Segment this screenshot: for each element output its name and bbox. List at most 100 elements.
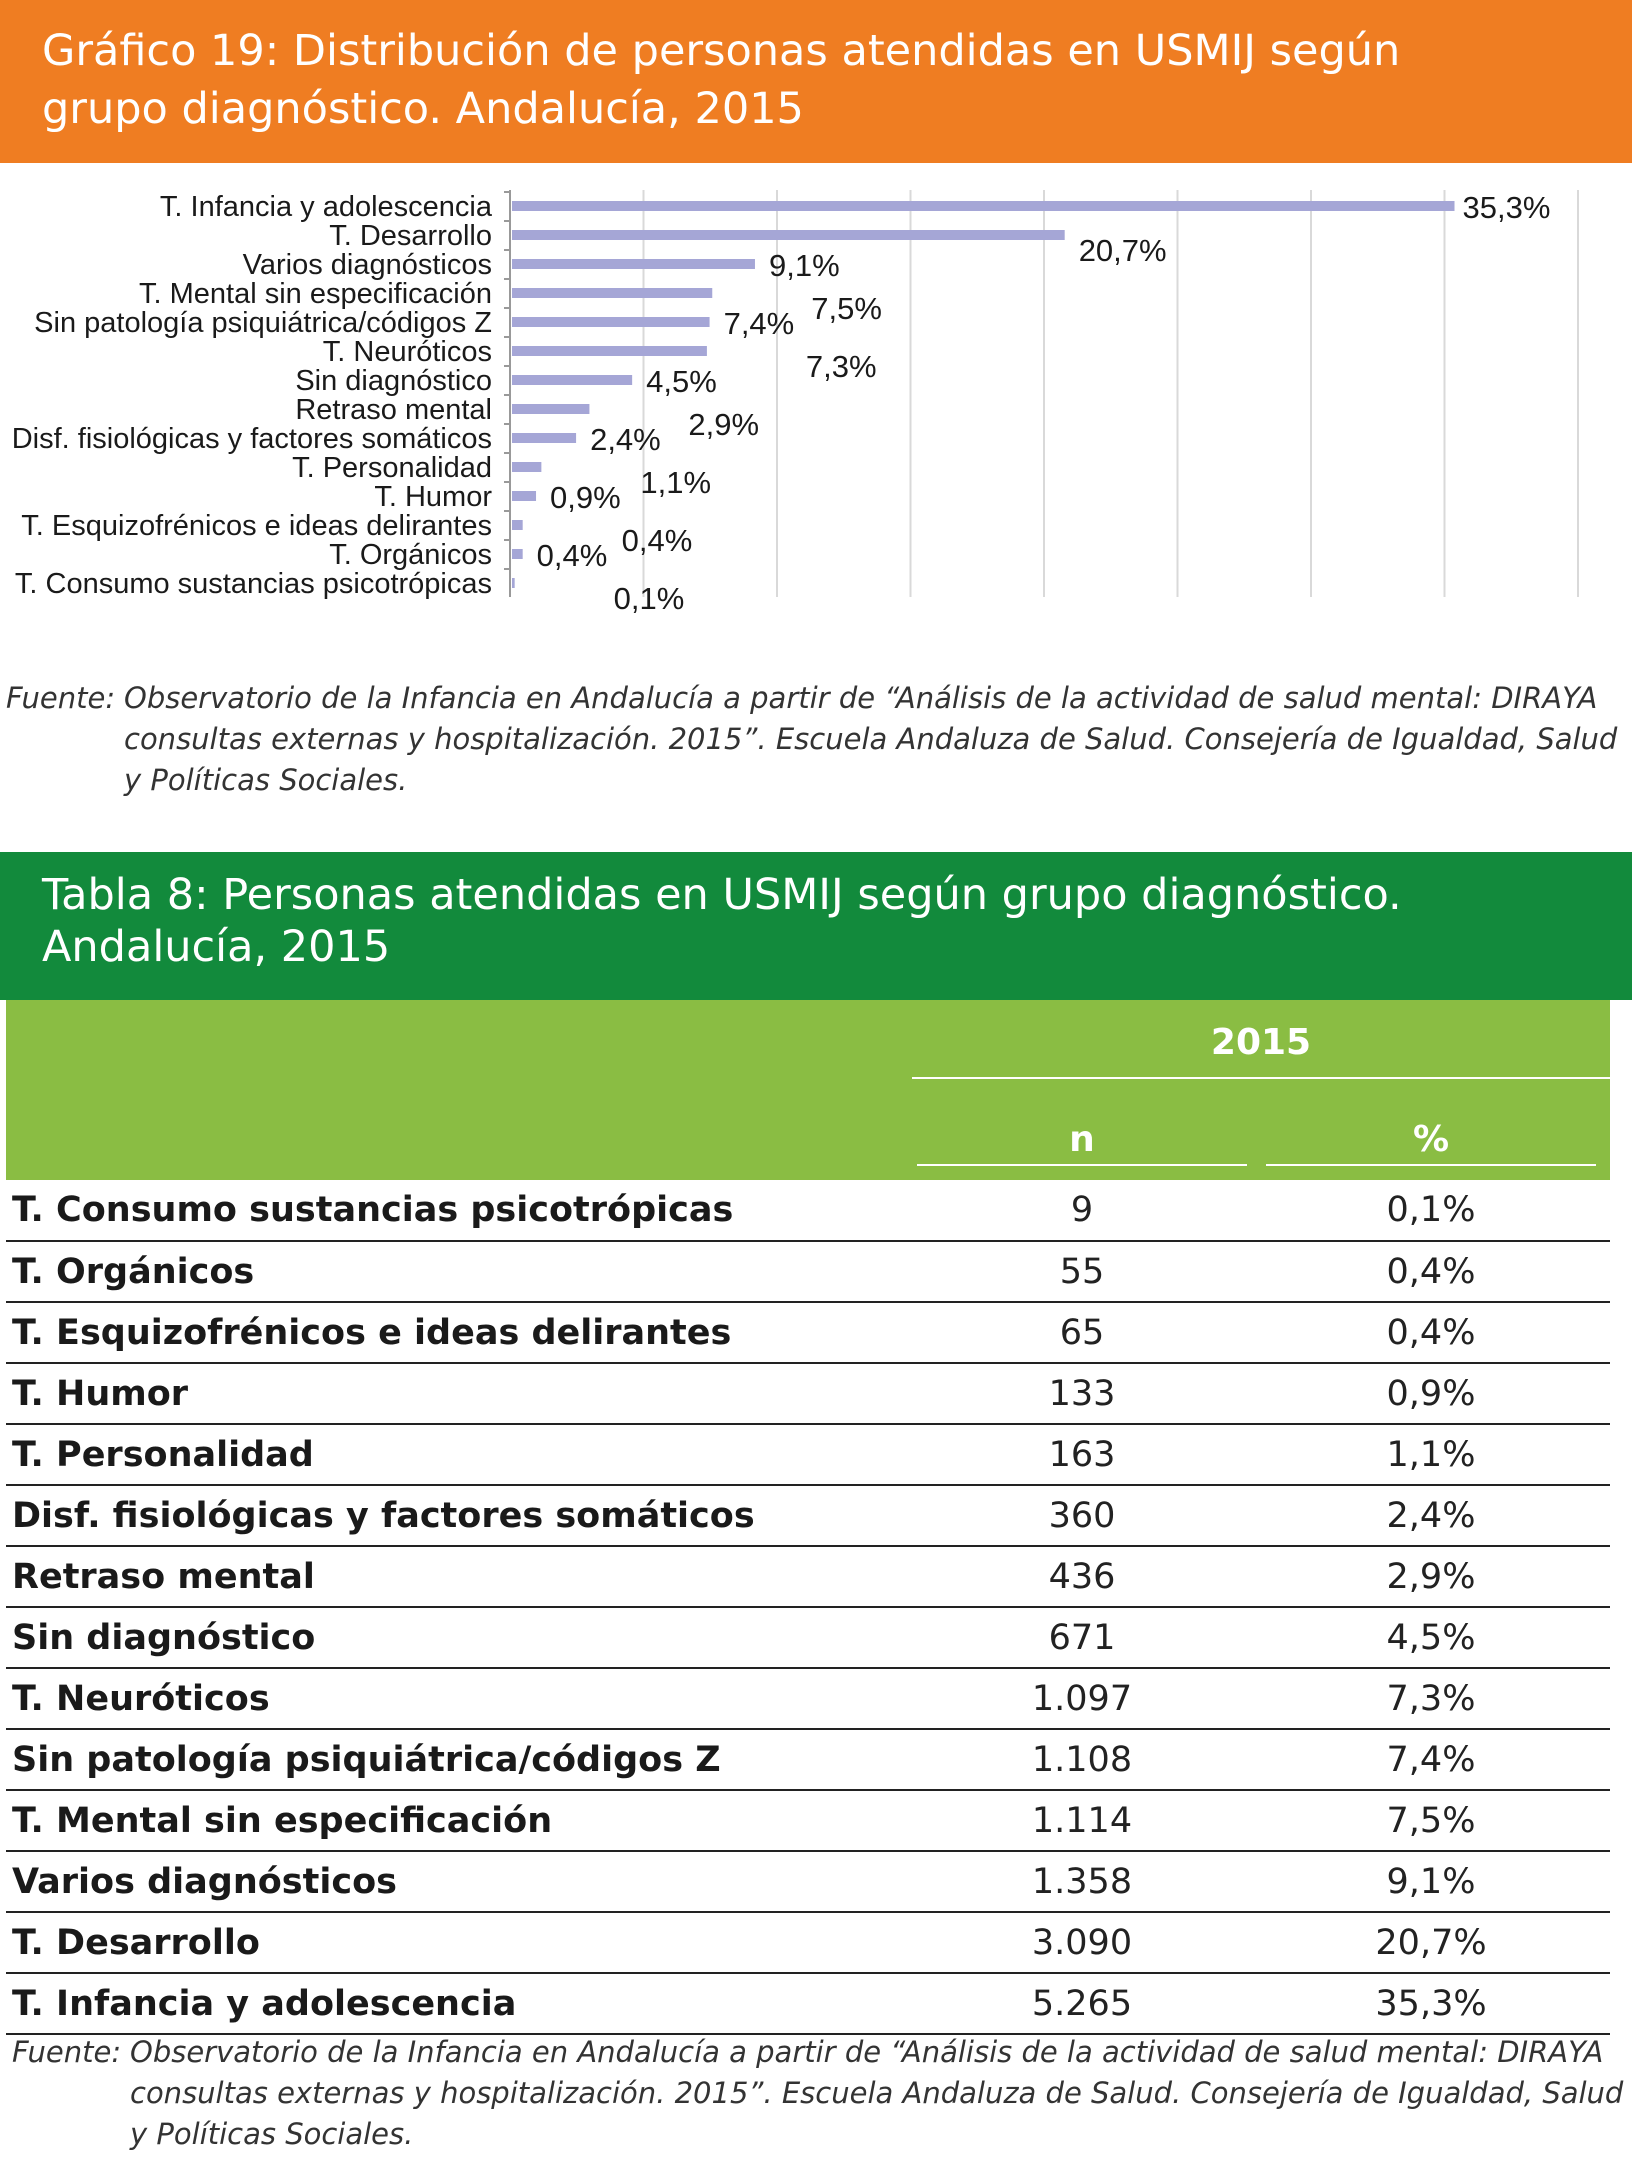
category-label: T. Orgánicos xyxy=(329,539,492,571)
table-header-year: 2015 xyxy=(912,1000,1610,1088)
table-header-cols-row: n % xyxy=(6,1088,1610,1180)
table-title-banner: Tabla 8: Personas atendidas en USMIJ seg… xyxy=(0,852,1632,1000)
table-row-n: 1.108 xyxy=(912,1729,1252,1791)
table-row-n: 671 xyxy=(912,1607,1252,1669)
bar xyxy=(512,375,633,385)
category-label: Sin patología psiquiátrica/códigos Z xyxy=(34,307,492,339)
value-label: 0,1% xyxy=(614,581,685,616)
table-row-pct: 9,1% xyxy=(1252,1851,1610,1913)
category-label: T. Neuróticos xyxy=(323,336,492,368)
value-label: 0,4% xyxy=(537,538,608,573)
table-row-label: T. Esquizofrénicos e ideas delirantes xyxy=(6,1302,912,1364)
table-row-n: 360 xyxy=(912,1485,1252,1547)
table-row-n: 1.358 xyxy=(912,1851,1252,1913)
table-title-line-2: Andalucía, 2015 xyxy=(42,922,391,972)
bar xyxy=(512,201,1455,211)
table-row-pct: 0,4% xyxy=(1252,1302,1610,1364)
chart-source-label: Fuente: xyxy=(6,681,116,715)
value-label: 1,1% xyxy=(640,465,711,500)
bar xyxy=(512,433,577,443)
table-row-n: 65 xyxy=(912,1302,1252,1364)
table-row-n: 9 xyxy=(912,1180,1252,1242)
table-row-n: 3.090 xyxy=(912,1912,1252,1974)
value-label: 0,9% xyxy=(550,480,621,515)
category-label: Disf. fisiológicas y factores somáticos xyxy=(12,423,492,455)
table-header-pct-label: % xyxy=(1266,1119,1596,1166)
table-source-label: Fuente: xyxy=(12,2035,122,2069)
table-row: T. Neuróticos 1.097 7,3% xyxy=(6,1668,1610,1730)
table-row-label: T. Desarrollo xyxy=(6,1912,912,1974)
table-row-pct: 1,1% xyxy=(1252,1424,1610,1486)
category-label: T. Infancia y adolescencia xyxy=(160,191,493,223)
table-row-n: 1.097 xyxy=(912,1668,1252,1730)
chart-title-line-1: Gráfico 19: Distribución de personas ate… xyxy=(42,26,1401,76)
table-row: T. Orgánicos 55 0,4% xyxy=(6,1241,1610,1303)
chart-source-note: Fuente: Observatorio de la Infancia en A… xyxy=(6,678,1632,801)
value-label: 9,1% xyxy=(769,248,840,283)
value-label: 7,3% xyxy=(806,349,877,384)
table-row: Sin diagnóstico 671 4,5% xyxy=(6,1607,1610,1669)
table-row-pct: 7,3% xyxy=(1252,1668,1610,1730)
table-row-label: T. Orgánicos xyxy=(6,1241,912,1303)
table-row-label: T. Consumo sustancias psicotrópicas xyxy=(6,1180,912,1242)
table-row-pct: 35,3% xyxy=(1252,1973,1610,2035)
table-row: T. Consumo sustancias psicotrópicas 9 0,1% xyxy=(6,1180,1610,1242)
table-row-label: Sin diagnóstico xyxy=(6,1607,912,1669)
table-header-blank xyxy=(6,1000,912,1088)
table-row-pct: 7,5% xyxy=(1252,1790,1610,1852)
table-row: Disf. fisiológicas y factores somáticos 3… xyxy=(6,1485,1610,1547)
bar xyxy=(512,288,713,298)
category-label: T. Personalidad xyxy=(292,452,492,484)
value-label: 7,5% xyxy=(811,291,882,326)
table-row: Sin patología psiquiátrica/códigos Z 1.10… xyxy=(6,1729,1610,1791)
value-label: 7,4% xyxy=(724,306,795,341)
bar xyxy=(512,520,523,530)
table-row-label: T. Infancia y adolescencia xyxy=(6,1973,912,2035)
bar xyxy=(512,317,710,327)
table-header-n-label: n xyxy=(917,1119,1247,1166)
value-label: 35,3% xyxy=(1463,190,1551,225)
value-label: 20,7% xyxy=(1079,233,1167,268)
table-header-year-row: 2015 xyxy=(6,1000,1610,1088)
table-row: T. Mental sin especificación 1.114 7,5% xyxy=(6,1790,1610,1852)
category-label: Sin diagnóstico xyxy=(295,365,492,397)
bar xyxy=(512,404,590,414)
bar xyxy=(512,230,1065,240)
table-row-n: 55 xyxy=(912,1241,1252,1303)
table-row-n: 436 xyxy=(912,1546,1252,1608)
table-row: T. Humor 133 0,9% xyxy=(6,1363,1610,1425)
table-row-n: 1.114 xyxy=(912,1790,1252,1852)
table-body: T. Consumo sustancias psicotrópicas 9 0,1%… xyxy=(6,1180,1610,2035)
table-row-label: T. Mental sin especificación xyxy=(6,1790,912,1852)
table-row: Retraso mental 436 2,9% xyxy=(6,1546,1610,1608)
bar xyxy=(512,578,515,588)
table-row: T. Personalidad 163 1,1% xyxy=(6,1424,1610,1486)
bar xyxy=(512,549,523,559)
value-label: 0,4% xyxy=(622,523,693,558)
table-row-label: Varios diagnósticos xyxy=(6,1851,912,1913)
category-label: T. Desarrollo xyxy=(329,220,492,252)
category-label: T. Esquizofrénicos e ideas delirantes xyxy=(21,510,492,542)
table-header-pct: % xyxy=(1252,1088,1610,1180)
table-header-year-label: 2015 xyxy=(912,1022,1610,1079)
table-source-text: Observatorio de la Infancia en Andalucía… xyxy=(130,2035,1624,2151)
table-title-line-1: Tabla 8: Personas atendidas en USMIJ seg… xyxy=(42,870,1402,920)
chart-title-line-2: grupo diagnóstico. Andalucía, 2015 xyxy=(42,84,804,134)
table-row-label: T. Personalidad xyxy=(6,1424,912,1486)
chart-title-banner: Gráfico 19: Distribución de personas ate… xyxy=(0,0,1632,163)
table-row-label: Retraso mental xyxy=(6,1546,912,1608)
category-label: Varios diagnósticos xyxy=(243,249,492,281)
table-row-label: Disf. fisiológicas y factores somáticos xyxy=(6,1485,912,1547)
category-label: T. Mental sin especificación xyxy=(139,278,492,310)
table-row: T. Infancia y adolescencia 5.265 35,3% xyxy=(6,1973,1610,2035)
table-row-pct: 0,1% xyxy=(1252,1180,1610,1242)
table-header-blank-2 xyxy=(6,1088,912,1180)
table-header-n: n xyxy=(912,1088,1252,1180)
data-table: 2015 n % T. Consumo sustancias psicotróp… xyxy=(6,1000,1610,2035)
table-row-pct: 2,4% xyxy=(1252,1485,1610,1547)
bar-chart: T. Infancia y adolescencia 35,3% T. Desarr… xyxy=(12,190,1579,616)
table-row-pct: 7,4% xyxy=(1252,1729,1610,1791)
chart-source-text: Observatorio de la Infancia en Andalucía… xyxy=(124,681,1618,797)
value-label: 4,5% xyxy=(646,364,717,399)
value-label: 2,9% xyxy=(688,407,759,442)
